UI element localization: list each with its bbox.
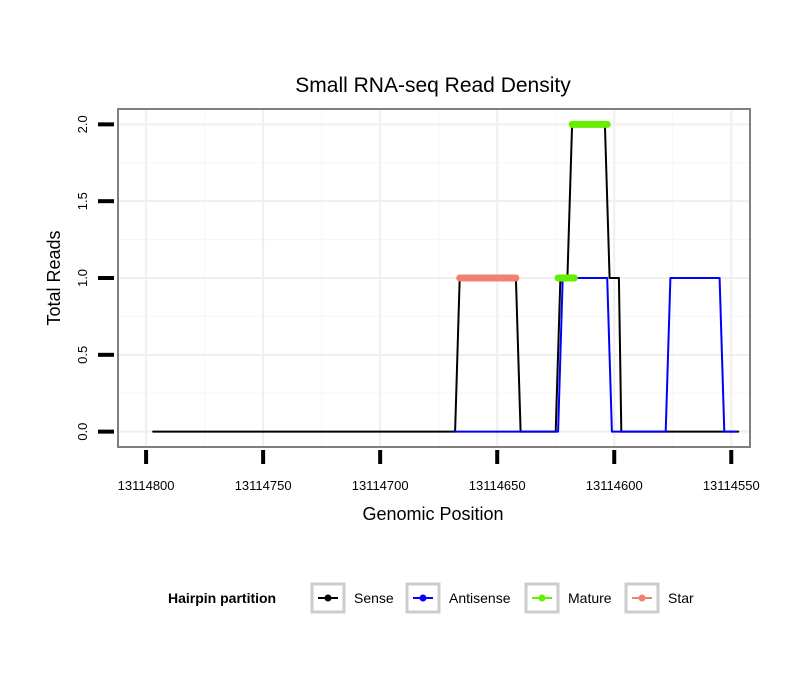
y-tick-label: 0.5	[75, 346, 90, 364]
x-tick-label: 13114800	[118, 478, 175, 493]
y-tick-label: 2.0	[75, 115, 90, 133]
y-tick-label: 0.0	[75, 423, 90, 441]
legend-item-sense: Sense	[310, 582, 394, 614]
x-tick-label: 13114700	[352, 478, 409, 493]
legend: Hairpin partition Sense Antisense Mature St…	[168, 582, 694, 614]
x-tick-label: 13114550	[703, 478, 760, 493]
legend-key-dot	[638, 594, 646, 602]
legend-key-box	[405, 582, 441, 614]
legend-key-dot	[538, 594, 546, 602]
legend-item-label: Mature	[568, 590, 612, 606]
legend-item-label: Star	[668, 590, 694, 606]
y-tick-label: 1.5	[75, 192, 90, 210]
legend-item-label: Sense	[354, 590, 394, 606]
x-axis: 13114800 13114750 13114700 13114650 13114600…	[118, 450, 760, 493]
x-axis-label: Genomic Position	[362, 504, 503, 524]
y-tick-label: 1.0	[75, 269, 90, 287]
legend-item-antisense: Antisense	[405, 582, 511, 614]
x-tick-label: 13114650	[469, 478, 526, 493]
legend-item-mature: Mature	[524, 582, 612, 614]
legend-key-dot	[419, 594, 427, 602]
x-tick-label: 13114600	[586, 478, 643, 493]
chart-title: Small RNA-seq Read Density	[295, 74, 571, 97]
y-axis-label: Total Reads	[44, 230, 64, 325]
series-layer	[152, 120, 740, 433]
legend-items: Sense Antisense Mature Star	[310, 582, 694, 614]
legend-key-box	[624, 582, 660, 614]
legend-item-label: Antisense	[449, 590, 511, 606]
series-antisense-line	[454, 277, 737, 433]
legend-title: Hairpin partition	[168, 590, 276, 606]
y-axis: 0.0 0.5 1.0 1.5 2.0	[75, 115, 114, 441]
legend-key-dot	[324, 594, 332, 602]
panel-border	[117, 108, 751, 448]
x-tick-label: 13114750	[235, 478, 292, 493]
grid	[118, 109, 750, 447]
legend-item-star: Star	[624, 582, 694, 614]
